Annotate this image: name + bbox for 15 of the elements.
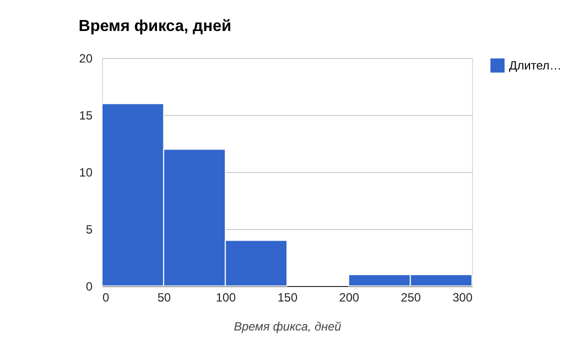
y-tick-label: 5 bbox=[86, 222, 93, 236]
x-tick-label: 50 bbox=[157, 290, 172, 304]
x-tick-label: 100 bbox=[216, 290, 236, 304]
x-tick-label: 150 bbox=[277, 290, 298, 304]
x-tick-label: 300 bbox=[452, 290, 473, 304]
y-tick-label: 0 bbox=[86, 280, 93, 294]
x-tick-label: 200 bbox=[339, 290, 360, 304]
y-tick-label: 15 bbox=[79, 108, 93, 122]
x-tick-label: 0 bbox=[102, 290, 110, 304]
x-tick-label: 250 bbox=[400, 290, 422, 304]
y-tick-label: 20 bbox=[79, 52, 93, 66]
x-axis-title: Время фикса, дней bbox=[234, 320, 342, 334]
y-tick-label: 10 bbox=[79, 166, 93, 180]
chart-title: Время фикса, дней bbox=[78, 18, 232, 35]
legend-label: Длител… bbox=[509, 58, 562, 72]
